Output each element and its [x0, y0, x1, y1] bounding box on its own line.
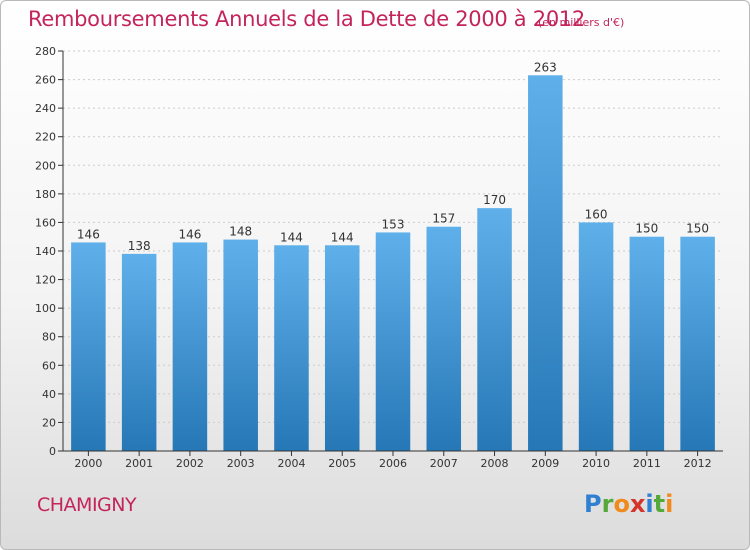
logo-letter: x [629, 490, 646, 518]
value-label: 170 [483, 193, 506, 207]
value-label: 144 [331, 230, 354, 244]
y-tick-label: 40 [42, 388, 56, 401]
value-label: 150 [635, 222, 658, 236]
x-tick-label: 2011 [633, 457, 661, 470]
value-label: 144 [280, 230, 303, 244]
y-tick-label: 220 [35, 131, 56, 144]
logo-letter: r [601, 490, 614, 518]
axes: 0 20 40 60 80 100 120 140 160 180 200 220 240 260 280 2… [35, 45, 723, 470]
x-tick-label: 2000 [74, 457, 102, 470]
bar-2007 [426, 226, 462, 451]
bar-2010 [578, 222, 614, 451]
bar-2008 [477, 208, 512, 451]
commune-name: CHAMIGNY [37, 494, 137, 516]
bar-2005 [324, 245, 360, 451]
x-tick-label: 2004 [277, 457, 305, 470]
proxiti-logo[interactable]: Proxiti [584, 490, 673, 518]
bar-2002 [172, 242, 208, 451]
logo-letter: i [645, 490, 654, 518]
y-tick-label: 200 [35, 159, 56, 172]
y-tick-label: 260 [35, 74, 56, 87]
value-label: 146 [77, 227, 100, 241]
value-label: 160 [585, 207, 608, 221]
y-tick-label: 0 [49, 445, 56, 458]
value-label: 146 [178, 227, 201, 241]
x-tick-label: 2002 [176, 457, 204, 470]
x-tick-label: 2009 [531, 457, 559, 470]
bar-2000 [71, 242, 106, 451]
x-tick-label: 2006 [379, 457, 407, 470]
logo-letter: i [665, 490, 674, 518]
value-label: 157 [432, 212, 455, 226]
x-tick-label: 2010 [582, 457, 610, 470]
x-tick-label: 2007 [430, 457, 458, 470]
bar-2011 [629, 236, 665, 451]
y-tick-label: 120 [35, 274, 56, 287]
bar-2009 [528, 75, 563, 452]
x-tick-label: 2012 [684, 457, 712, 470]
y-tick-label: 240 [35, 102, 56, 115]
value-label: 263 [534, 60, 557, 74]
y-tick-label: 140 [35, 245, 56, 258]
y-tick-label: 20 [42, 416, 56, 429]
logo-letter: o [613, 490, 630, 518]
logo-letter: P [584, 490, 602, 518]
y-tick-label: 80 [42, 331, 56, 344]
bar-2006 [375, 232, 411, 451]
x-tick-label: 2001 [125, 457, 153, 470]
y-tick-label: 280 [35, 45, 56, 58]
bars: 146 138 146 148 144 144 153 157 170 263 160 150 150 [71, 60, 715, 452]
y-tick-label: 60 [42, 359, 56, 372]
value-label: 138 [128, 239, 151, 253]
logo-letter: t [653, 490, 666, 518]
unit-note: (en milliers d'€) [538, 16, 625, 29]
y-tick-label: 100 [35, 302, 56, 315]
x-tick-label: 2003 [227, 457, 255, 470]
value-label: 150 [686, 222, 709, 236]
y-tick-label: 180 [35, 188, 56, 201]
value-label: 153 [382, 217, 405, 231]
bar-2012 [680, 236, 715, 451]
bar-2004 [274, 245, 309, 451]
bar-2003 [223, 239, 258, 451]
x-tick-label: 2005 [328, 457, 356, 470]
x-tick-label: 2008 [481, 457, 509, 470]
chart-title: Remboursements Annuels de la Dette de 20… [28, 7, 585, 31]
bar-2001 [121, 253, 157, 451]
value-label: 148 [229, 225, 252, 239]
y-tick-label: 160 [35, 216, 56, 229]
